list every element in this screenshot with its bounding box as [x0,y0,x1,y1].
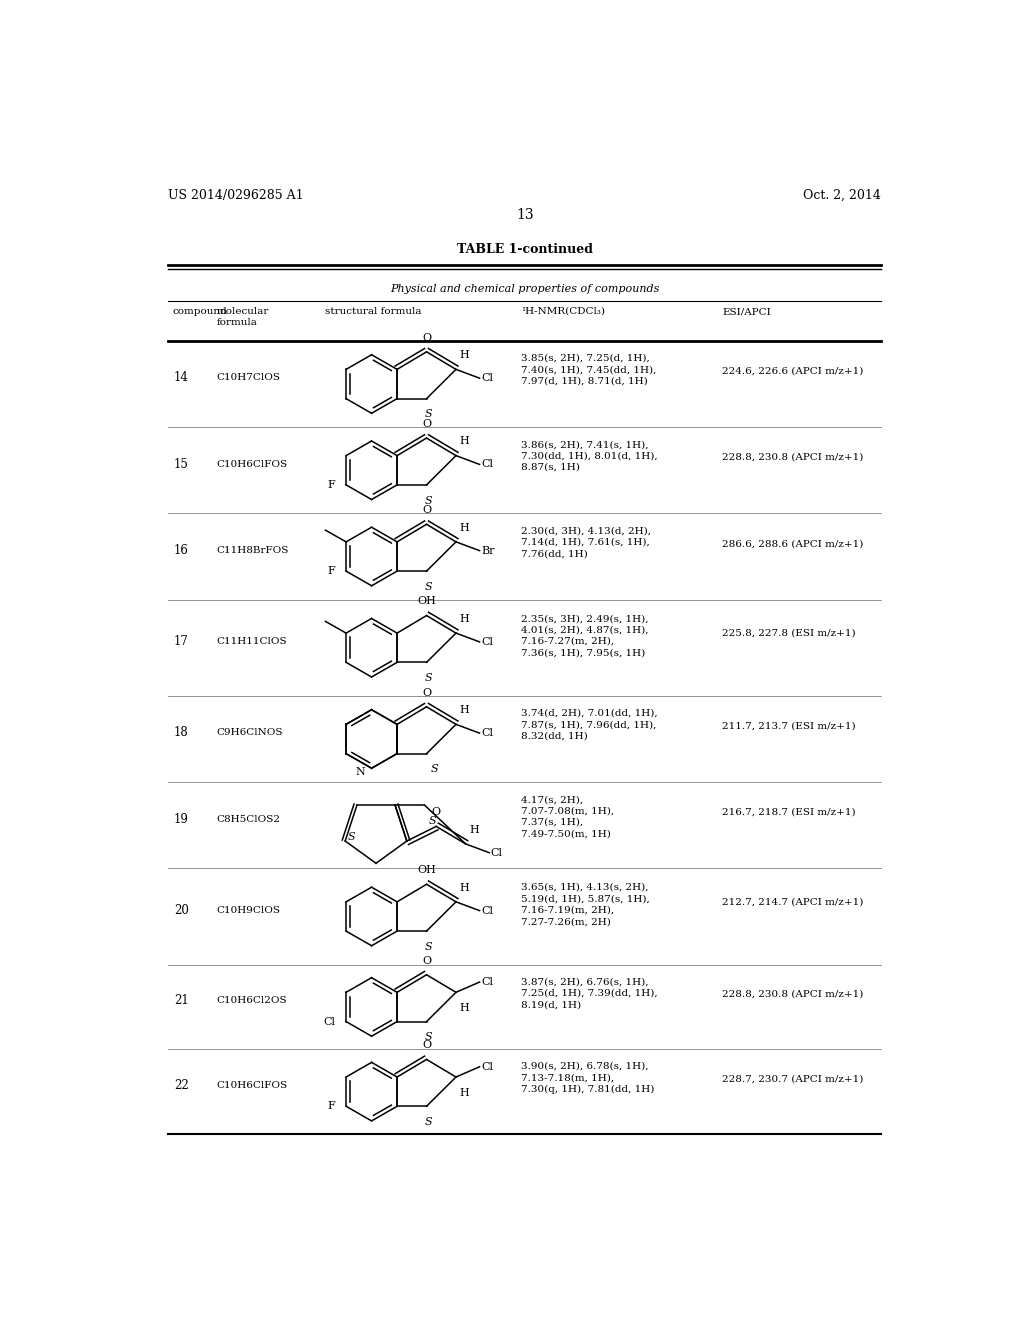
Text: S: S [424,409,432,420]
Text: C10H6ClFOS: C10H6ClFOS [216,1081,288,1090]
Text: 212.7, 214.7 (APCI m/z+1): 212.7, 214.7 (APCI m/z+1) [722,898,864,907]
Text: 15: 15 [174,458,188,471]
Text: 2.35(s, 3H), 2.49(s, 1H),
4.01(s, 2H), 4.87(s, 1H),
7.16-7.27(m, 2H),
7.36(s, 1H: 2.35(s, 3H), 2.49(s, 1H), 4.01(s, 2H), 4… [521,614,648,657]
Text: Cl: Cl [490,847,503,858]
Text: S: S [424,942,432,952]
Text: molecular
formula: molecular formula [216,308,268,327]
Text: Cl: Cl [324,1016,335,1027]
Text: Cl: Cl [481,374,494,383]
Text: 224.6, 226.6 (APCI m/z+1): 224.6, 226.6 (APCI m/z+1) [722,367,864,376]
Text: S: S [347,833,355,842]
Text: Cl: Cl [481,636,494,647]
Text: S: S [424,582,432,591]
Text: 21: 21 [174,994,188,1007]
Text: C10H7ClOS: C10H7ClOS [216,374,281,383]
Text: H: H [460,1088,470,1098]
Text: 3.90(s, 2H), 6.78(s, 1H),
7.13-7.18(m, 1H),
7.30(q, 1H), 7.81(dd, 1H): 3.90(s, 2H), 6.78(s, 1H), 7.13-7.18(m, 1… [521,1063,654,1094]
Text: 4.17(s, 2H),
7.07-7.08(m, 1H),
7.37(s, 1H),
7.49-7.50(m, 1H): 4.17(s, 2H), 7.07-7.08(m, 1H), 7.37(s, 1… [521,795,614,838]
Text: Cl: Cl [481,1061,494,1072]
Text: F: F [328,566,335,576]
Text: H: H [460,350,470,360]
Text: Oct. 2, 2014: Oct. 2, 2014 [804,189,882,202]
Text: H: H [460,1003,470,1012]
Text: C9H6ClNOS: C9H6ClNOS [216,729,283,738]
Text: F: F [328,480,335,490]
Text: Br: Br [481,545,495,556]
Text: 228.7, 230.7 (APCI m/z+1): 228.7, 230.7 (APCI m/z+1) [722,1074,864,1084]
Text: C10H6Cl2OS: C10H6Cl2OS [216,997,287,1006]
Text: S: S [424,673,432,684]
Text: 2.30(d, 3H), 4.13(d, 2H),
7.14(d, 1H), 7.61(s, 1H),
7.76(dd, 1H): 2.30(d, 3H), 4.13(d, 2H), 7.14(d, 1H), 7… [521,527,651,558]
Text: 228.8, 230.8 (APCI m/z+1): 228.8, 230.8 (APCI m/z+1) [722,453,864,462]
Text: 3.74(d, 2H), 7.01(dd, 1H),
7.87(s, 1H), 7.96(dd, 1H),
8.32(dd, 1H): 3.74(d, 2H), 7.01(dd, 1H), 7.87(s, 1H), … [521,709,657,741]
Text: 22: 22 [174,1078,188,1092]
Text: O: O [422,506,431,515]
Text: O: O [422,418,431,429]
Text: Cl: Cl [481,729,494,738]
Text: 3.85(s, 2H), 7.25(d, 1H),
7.40(s, 1H), 7.45(dd, 1H),
7.97(d, 1H), 8.71(d, 1H): 3.85(s, 2H), 7.25(d, 1H), 7.40(s, 1H), 7… [521,354,656,385]
Text: S: S [424,1032,432,1043]
Text: C10H6ClFOS: C10H6ClFOS [216,459,288,469]
Text: 3.65(s, 1H), 4.13(s, 2H),
5.19(d, 1H), 5.87(s, 1H),
7.16-7.19(m, 2H),
7.27-7.26(: 3.65(s, 1H), 4.13(s, 2H), 5.19(d, 1H), 5… [521,883,649,927]
Text: O: O [422,1040,431,1051]
Text: 3.86(s, 2H), 7.41(s, 1H),
7.30(dd, 1H), 8.01(d, 1H),
8.87(s, 1H): 3.86(s, 2H), 7.41(s, 1H), 7.30(dd, 1H), … [521,440,657,473]
Text: 216.7, 218.7 (ESI m/z+1): 216.7, 218.7 (ESI m/z+1) [722,808,856,817]
Text: C8H5ClOS2: C8H5ClOS2 [216,814,281,824]
Text: ¹H-NMR(CDCl₃): ¹H-NMR(CDCl₃) [521,308,605,315]
Text: S: S [428,816,436,826]
Text: H: H [460,437,470,446]
Text: 19: 19 [174,813,188,825]
Text: 225.8, 227.8 (ESI m/z+1): 225.8, 227.8 (ESI m/z+1) [722,628,856,638]
Text: 16: 16 [174,544,188,557]
Text: C11H8BrFOS: C11H8BrFOS [216,546,289,554]
Text: TABLE 1-continued: TABLE 1-continued [457,243,593,256]
Text: H: H [460,523,470,533]
Text: F: F [328,1101,335,1111]
Text: C11H11ClOS: C11H11ClOS [216,638,287,645]
Text: 18: 18 [174,726,188,739]
Text: N: N [355,767,366,777]
Text: S: S [424,1117,432,1127]
Text: 211.7, 213.7 (ESI m/z+1): 211.7, 213.7 (ESI m/z+1) [722,722,856,731]
Text: OH: OH [417,597,436,606]
Text: H: H [460,705,470,715]
Text: Cl: Cl [481,459,494,470]
Text: 286.6, 288.6 (APCI m/z+1): 286.6, 288.6 (APCI m/z+1) [722,540,864,548]
Text: 20: 20 [174,904,188,917]
Text: structural formula: structural formula [326,308,422,315]
Text: Cl: Cl [481,977,494,987]
Text: O: O [432,807,440,817]
Text: 3.87(s, 2H), 6.76(s, 1H),
7.25(d, 1H), 7.39(dd, 1H),
8.19(d, 1H): 3.87(s, 2H), 6.76(s, 1H), 7.25(d, 1H), 7… [521,977,657,1010]
Text: O: O [422,333,431,343]
Text: 14: 14 [174,371,188,384]
Text: O: O [422,956,431,965]
Text: Cl: Cl [481,906,494,916]
Text: H: H [470,825,479,834]
Text: S: S [430,764,438,775]
Text: S: S [424,496,432,506]
Text: compound: compound [172,308,227,315]
Text: H: H [460,883,470,892]
Text: ESI/APCI: ESI/APCI [722,308,771,315]
Text: 17: 17 [174,635,188,648]
Text: Physical and chemical properties of compounds: Physical and chemical properties of comp… [390,284,659,294]
Text: C10H9ClOS: C10H9ClOS [216,906,281,915]
Text: 13: 13 [516,209,534,223]
Text: H: H [460,614,470,624]
Text: OH: OH [417,865,436,875]
Text: US 2014/0296285 A1: US 2014/0296285 A1 [168,189,304,202]
Text: 228.8, 230.8 (APCI m/z+1): 228.8, 230.8 (APCI m/z+1) [722,990,864,999]
Text: O: O [422,688,431,697]
